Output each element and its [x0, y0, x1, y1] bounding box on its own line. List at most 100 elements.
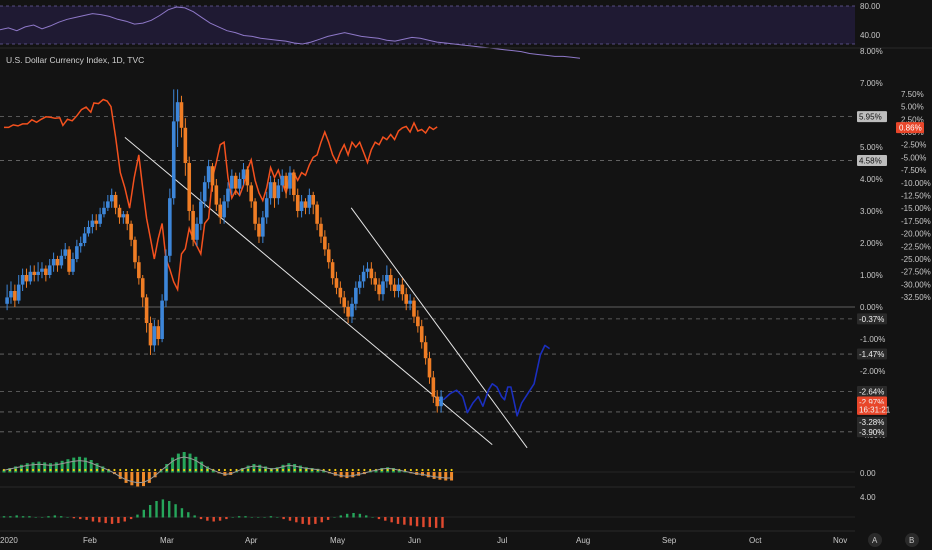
osc2-bar-7 [47, 516, 50, 518]
osc1-dot-44 [258, 468, 261, 472]
candle-51 [202, 175, 207, 208]
osc1-dot-30 [177, 468, 180, 472]
candle-81 [319, 217, 323, 243]
candle-102 [400, 278, 405, 301]
osc1-dot-59 [345, 468, 349, 472]
candle-28 [113, 191, 118, 215]
candle-56 [222, 195, 226, 224]
scale-button-a[interactable]: A [868, 533, 882, 547]
right-axis-tick-6: -7.50% [901, 166, 926, 175]
candle-body-96 [377, 284, 381, 295]
candle-body-62 [245, 169, 250, 186]
price-tag-bg-1 [857, 154, 887, 166]
candle-71 [280, 169, 285, 192]
osc1-bar-23 [136, 472, 140, 487]
candle-79 [311, 191, 316, 215]
candle-body-19 [78, 243, 83, 247]
compare-line [4, 98, 438, 293]
osc1-bar-49 [287, 463, 291, 473]
candle-14 [59, 249, 64, 269]
price-tag-label-1: 4.58% [859, 156, 882, 165]
osc1-bar-25 [147, 472, 151, 483]
candle-body-112 [439, 396, 443, 407]
trendlines [124, 137, 528, 449]
osc1-bar-22 [130, 472, 134, 486]
osc2-bar-41 [263, 517, 266, 518]
candle-20 [82, 227, 87, 247]
candle-74 [292, 169, 296, 202]
candle-body-2 [13, 291, 17, 301]
osc1-dot-43 [252, 468, 256, 472]
price-tag-4: -2.64% [857, 385, 887, 397]
candle-body-99 [388, 275, 393, 285]
osc1-signal-line [3, 456, 452, 484]
osc1-dot-76 [444, 468, 447, 472]
osc2-bar-19 [123, 517, 126, 522]
candle-69 [272, 179, 277, 208]
osc1-dot-37 [217, 468, 221, 472]
candle-body-7 [32, 271, 37, 275]
candle-body-98 [385, 275, 389, 282]
candle-body-20 [82, 233, 87, 243]
osc1-bar-14 [83, 457, 87, 473]
candle-body-23 [94, 220, 99, 224]
osc2-tick-label: 4.00 [860, 493, 876, 502]
candle-31 [125, 211, 130, 231]
osc2-bar-54 [345, 513, 349, 518]
time-tick-9: Oct [749, 536, 762, 545]
osc1-dot-51 [299, 468, 302, 472]
candle-54 [214, 179, 219, 211]
osc2-bar-46 [295, 517, 298, 523]
osc2-bar-3 [21, 516, 25, 518]
rsi-tick-40: 40.00 [860, 31, 881, 40]
candle-body-83 [326, 249, 331, 263]
candle-72 [284, 172, 288, 199]
candle-19 [78, 236, 83, 253]
projection-line [442, 344, 551, 417]
candle-body-65 [257, 223, 261, 237]
candle-body-74 [292, 172, 296, 195]
osc2-bar-30 [193, 515, 196, 518]
candle-body-110 [431, 377, 436, 397]
osc1-bar-29 [171, 457, 175, 473]
osc1-bar-48 [281, 464, 285, 473]
candle-body-9 [40, 268, 44, 272]
candle-body-51 [202, 182, 207, 202]
osc2-bar-68 [434, 517, 438, 528]
candle-body-67 [264, 198, 269, 218]
candle-body-28 [113, 195, 118, 208]
candle-body-111 [435, 396, 440, 407]
candle-104 [408, 294, 412, 311]
compare-tag-label: 0.86% [899, 124, 922, 133]
osc1-zero-label: 0.00 [860, 469, 876, 478]
candle-body-104 [408, 300, 412, 304]
osc2-bar-65 [415, 517, 419, 527]
candle-64 [253, 198, 257, 231]
rsi-panel[interactable]: 80.00 40.00 [0, 2, 881, 59]
osc1-dot-3 [20, 468, 23, 472]
osc1-bar-76 [444, 472, 448, 481]
candle-body-42 [168, 198, 172, 256]
candle-body-14 [59, 255, 64, 266]
candle-body-80 [315, 204, 319, 224]
candle-body-76 [299, 201, 304, 211]
osc2-bar-63 [403, 517, 406, 525]
candle-body-107 [419, 326, 424, 343]
price-tag-7: -3.28% [857, 416, 887, 428]
osc2-bar-51 [326, 517, 330, 520]
candle-body-50 [199, 201, 203, 224]
left-axis-tick-1: 7.00% [860, 79, 883, 88]
time-tick-8: Sep [662, 536, 677, 545]
left-axis-tick-9: -1.00% [860, 335, 885, 344]
left-axis-tick-6: 2.00% [860, 239, 883, 248]
scale-button-b[interactable]: B [905, 533, 919, 547]
osc1-dot-4 [26, 468, 29, 472]
price-tag-label-3: -1.47% [859, 350, 884, 359]
candle-body-6 [28, 271, 33, 282]
osc1-dot-21 [124, 468, 128, 472]
candle-body-46 [183, 127, 188, 163]
candle-91 [357, 275, 362, 295]
candle-67 [264, 191, 269, 224]
osc1-bar-21 [124, 472, 128, 483]
